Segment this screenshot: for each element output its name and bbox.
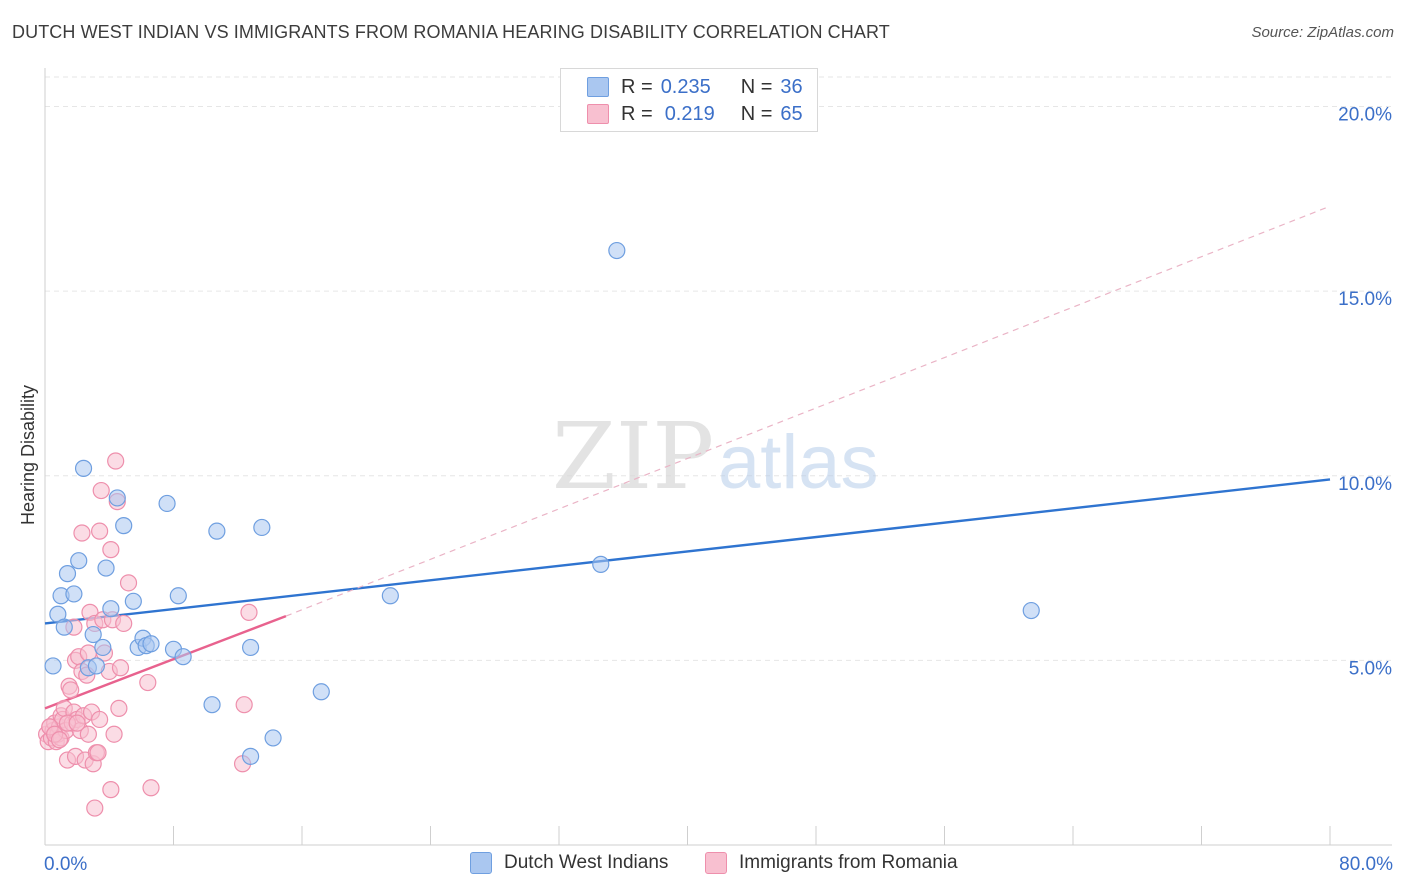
pink-point bbox=[91, 710, 109, 729]
pink-point bbox=[68, 714, 86, 732]
pink-point bbox=[139, 673, 157, 692]
pink-point bbox=[119, 574, 138, 592]
pink-point bbox=[110, 699, 128, 717]
x-tick-label: 0.0% bbox=[44, 854, 87, 875]
blue-point bbox=[253, 518, 271, 537]
legend-r-value: 0.219 bbox=[664, 102, 715, 125]
trend-layer bbox=[44, 205, 1331, 710]
blue-point bbox=[174, 648, 192, 666]
blue-point bbox=[312, 683, 330, 701]
y-tick-label: 5.0% bbox=[1349, 658, 1392, 679]
blue-point bbox=[84, 625, 102, 644]
pink-point bbox=[115, 614, 133, 633]
chart-title: DUTCH WEST INDIAN VS IMMIGRANTS FROM ROM… bbox=[12, 22, 890, 42]
blue-point bbox=[102, 600, 120, 618]
blue-point bbox=[608, 241, 626, 260]
axis-layer: 5.0% 10.0% 15.0% 20.0% 0.0% 80.0% bbox=[44, 68, 1393, 875]
blue-point bbox=[44, 657, 62, 675]
blue-point bbox=[592, 555, 610, 573]
blue-point bbox=[381, 587, 399, 605]
blue-point bbox=[97, 559, 115, 577]
bottom-legend-label-blue: Dutch West Indians bbox=[504, 852, 669, 873]
legend-n-value: 36 bbox=[780, 75, 803, 98]
pink-point bbox=[73, 524, 91, 542]
blue-point bbox=[65, 585, 83, 603]
blue-point bbox=[169, 587, 187, 605]
blue-point bbox=[203, 696, 221, 714]
legend-row-blue: R = 0.235 N = 36 bbox=[587, 75, 803, 99]
pink-point bbox=[50, 731, 69, 749]
pink-point bbox=[102, 541, 120, 559]
bottom-legend-label-pink: Immigrants from Romania bbox=[739, 852, 958, 873]
blue-point bbox=[142, 635, 160, 653]
pink-point bbox=[62, 681, 80, 699]
legend-n-label: N = bbox=[740, 102, 773, 125]
y-tick-label: 15.0% bbox=[1338, 289, 1392, 310]
pink-point bbox=[111, 659, 130, 677]
legend-r-label: R = bbox=[621, 75, 653, 98]
blue-point bbox=[1022, 601, 1040, 620]
pink-point bbox=[235, 696, 253, 714]
grid-layer bbox=[45, 76, 1392, 661]
pink-point bbox=[105, 725, 123, 743]
blue-point bbox=[74, 459, 93, 477]
bottom-legend-swatch-pink bbox=[705, 852, 727, 874]
bottom-legend-item-blue: Dutch West Indians bbox=[470, 852, 668, 874]
pink-point bbox=[79, 725, 97, 743]
blue-point bbox=[115, 517, 133, 535]
pink-point bbox=[91, 522, 109, 540]
legend-r-value: 0.235 bbox=[660, 75, 711, 98]
watermark: ZIP atlas bbox=[552, 403, 879, 510]
blue-point bbox=[108, 489, 126, 507]
pink-point bbox=[107, 452, 125, 470]
blue-point bbox=[70, 552, 88, 570]
bottom-legend: Dutch West Indians Immigrants from Roman… bbox=[0, 852, 1406, 878]
legend-r-label: R = bbox=[621, 102, 653, 125]
pink-point bbox=[102, 781, 120, 799]
legend-swatch-pink bbox=[587, 104, 609, 124]
y-axis-label: Hearing Disability bbox=[18, 385, 38, 525]
pink-point bbox=[240, 603, 258, 621]
watermark-atlas: atlas bbox=[718, 420, 879, 505]
blue-point bbox=[87, 657, 106, 675]
legend: R = 0.235 N = 36 R = 0.219 N = 65 bbox=[560, 68, 818, 132]
blue-trend-line bbox=[44, 478, 1331, 625]
pink-trend-extension bbox=[285, 205, 1331, 617]
pink-point bbox=[142, 779, 160, 797]
watermark-zip: ZIP bbox=[552, 403, 714, 510]
y-tick-label: 10.0% bbox=[1338, 474, 1392, 495]
pink-point bbox=[89, 744, 107, 762]
bottom-legend-swatch-blue bbox=[470, 852, 492, 874]
blue-point bbox=[264, 729, 282, 747]
legend-n-label: N = bbox=[740, 75, 773, 98]
blue-point bbox=[208, 522, 226, 540]
pink-point bbox=[86, 799, 104, 817]
legend-row-pink: R = 0.219 N = 65 bbox=[587, 102, 803, 126]
blue-point bbox=[158, 494, 176, 513]
pink-trend-line bbox=[44, 614, 287, 710]
blue-point bbox=[242, 747, 260, 765]
legend-n-value: 65 bbox=[780, 102, 803, 125]
point-layer bbox=[38, 241, 1040, 817]
blue-point bbox=[58, 565, 77, 583]
blue-point bbox=[94, 638, 112, 657]
source-label: Source: ZipAtlas.com bbox=[1251, 24, 1394, 41]
blue-point bbox=[55, 618, 73, 636]
blue-point bbox=[124, 592, 142, 610]
x-tick-label: 80.0% bbox=[1339, 854, 1393, 875]
bottom-legend-item-pink: Immigrants from Romania bbox=[705, 852, 958, 874]
pink-point bbox=[92, 481, 110, 500]
y-tick-label: 20.0% bbox=[1338, 105, 1392, 126]
blue-point bbox=[242, 638, 260, 657]
legend-swatch-blue bbox=[587, 77, 609, 97]
